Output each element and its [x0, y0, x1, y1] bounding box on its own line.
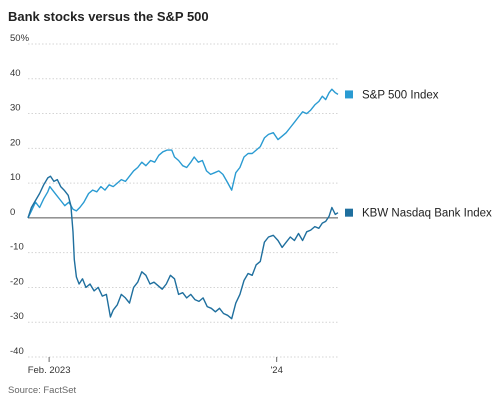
legend: S&P 500 Index KBW Nasdaq Bank Index: [345, 89, 492, 220]
x-axis-ticks: Feb. 2023 '24: [28, 357, 283, 376]
y-tick-label: 10: [10, 172, 21, 183]
y-tick-label: 30: [10, 103, 21, 114]
y-tick-label: 40: [10, 68, 21, 79]
y-tick-label: -10: [10, 242, 24, 253]
chart-title: Bank stocks versus the S&P 500: [8, 9, 209, 24]
legend-label-1: KBW Nasdaq Bank Index: [362, 208, 492, 220]
x-tick-label: Feb. 2023: [28, 365, 71, 376]
source-note: Source: FactSet: [8, 385, 76, 396]
y-tick-label: 50%: [10, 33, 30, 44]
x-tick-label: '24: [270, 365, 282, 376]
gridlines: [28, 43, 338, 358]
y-tick-label: 0: [10, 207, 15, 218]
series-line-0: [27, 88, 339, 219]
y-tick-label: 20: [10, 137, 21, 148]
y-axis-ticks: 50% 40 30 20 10 0 -10 -20 -30 -40: [10, 33, 30, 357]
y-tick-label: -30: [10, 311, 24, 322]
legend-swatch-0: [345, 90, 353, 99]
y-tick-label: -40: [10, 346, 24, 357]
legend-swatch-1: [345, 208, 353, 217]
series-lines: [27, 88, 339, 320]
series-line-1: [27, 175, 339, 320]
legend-label-0: S&P 500 Index: [362, 89, 439, 101]
y-tick-label: -20: [10, 276, 24, 287]
